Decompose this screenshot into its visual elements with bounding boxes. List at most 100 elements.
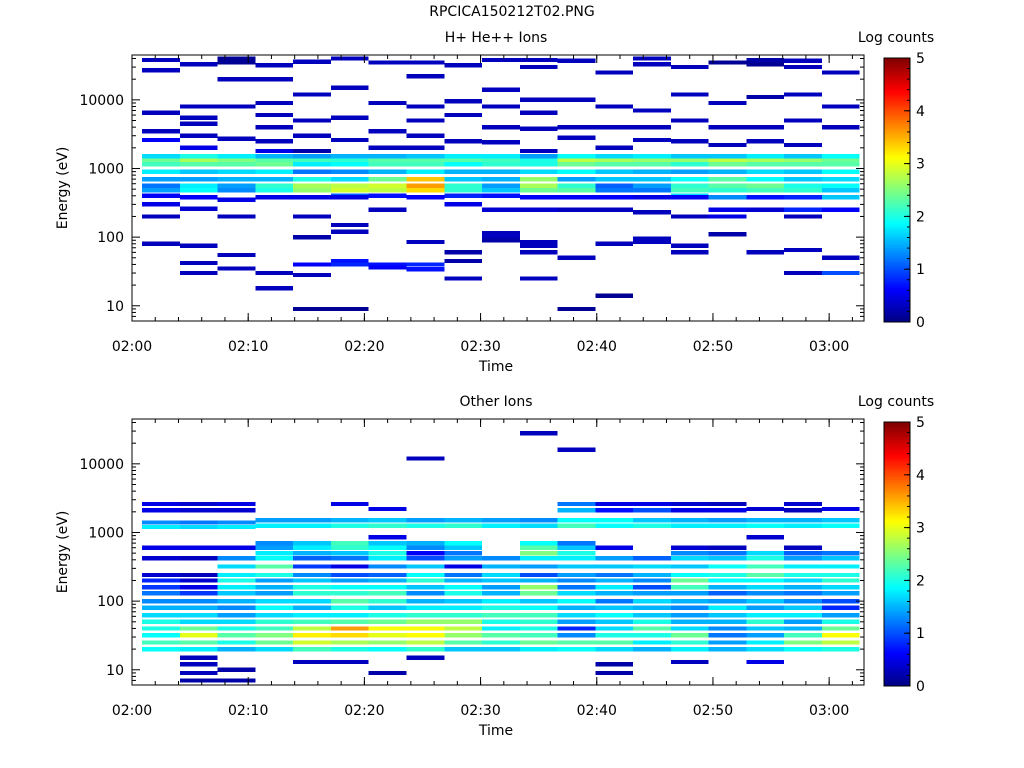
heatmap-cell [179, 613, 218, 618]
heatmap-cell [708, 501, 747, 507]
heatmap-cell [708, 162, 747, 167]
heatmap-cell [821, 640, 860, 645]
panel2-y-axis-label: Energy (eV) [55, 511, 71, 594]
heatmap-cell [293, 598, 331, 604]
colorbar-segment [884, 128, 910, 132]
heatmap-cell [406, 550, 445, 556]
colorbar-segment [884, 582, 910, 586]
panel1-x-axis-label: Time [478, 359, 513, 375]
heatmap-cell [633, 176, 671, 182]
colorbar-segment [884, 525, 910, 529]
heatmap-cell [482, 572, 520, 578]
heatmap-cell [444, 591, 483, 596]
heatmap-cell [406, 195, 445, 200]
heatmap-cell [519, 523, 558, 528]
heatmap-cell [217, 667, 256, 672]
heatmap-cell [406, 591, 445, 596]
heatmap-cell [179, 188, 218, 193]
colorbar-segment [884, 278, 910, 281]
heatmap-cell [784, 92, 822, 97]
heatmap-cell [670, 188, 709, 193]
heatmap-cell [670, 154, 709, 159]
heatmap-cell [179, 62, 218, 67]
x-tick-label: 02:10 [228, 339, 268, 355]
heatmap-cell [406, 632, 445, 638]
colorbar-segment [884, 97, 910, 101]
heatmap-cell [821, 70, 860, 75]
heatmap-cell [293, 584, 331, 590]
y-tick-label: 10000 [79, 457, 124, 473]
colorbar-segment [884, 580, 910, 584]
heatmap-cell [557, 183, 596, 188]
colorbar-segment [884, 126, 910, 129]
heatmap-cell [595, 518, 634, 523]
heatmap-cell [406, 133, 445, 138]
heatmap-cell [633, 578, 671, 583]
heatmap-cell [179, 176, 218, 182]
heatmap-cell [821, 125, 860, 130]
heatmap-cell [519, 540, 558, 546]
heatmap-cell [821, 162, 860, 167]
heatmap-cell [595, 584, 634, 590]
heatmap-cell [821, 255, 860, 260]
colorbar-segment [884, 452, 910, 456]
colorbar-segment [884, 494, 910, 498]
heatmap-cell [708, 508, 747, 513]
heatmap-cell [293, 626, 331, 631]
heatmap-cell [595, 556, 634, 561]
heatmap-cell [142, 57, 180, 63]
heatmap-cell [670, 183, 709, 188]
heatmap-cell [633, 613, 671, 618]
colorbar-segment [884, 573, 910, 577]
colorbar-segment [884, 165, 910, 169]
heatmap-cell [821, 564, 860, 569]
colorbar-segment [884, 80, 910, 83]
panel2-plot-frame [131, 418, 865, 686]
heatmap-cell [293, 619, 331, 624]
heatmap-cell [595, 104, 634, 109]
colorbar-segment [884, 300, 910, 303]
heatmap-cell [368, 183, 407, 188]
colorbar-segment [884, 446, 910, 449]
heatmap-cell [368, 506, 407, 512]
heatmap-cell [368, 626, 407, 631]
heatmap-cell [557, 598, 596, 604]
colorbar-segment [884, 190, 910, 193]
x-tick-label: 02:20 [344, 339, 384, 355]
colorbar-segment [884, 295, 910, 299]
heatmap-cell [368, 265, 407, 270]
heatmap-cell [595, 207, 634, 212]
heatmap-cell [670, 619, 709, 624]
colorbar-segment [884, 661, 910, 665]
heatmap-cell [519, 183, 558, 188]
colorbar-segment [884, 457, 910, 460]
heatmap-cell [784, 169, 822, 174]
heatmap-cell [179, 183, 218, 188]
heatmap-cell [519, 632, 558, 638]
heatmap-cell [142, 640, 180, 645]
heatmap-cell [293, 176, 331, 182]
heatmap-cell [368, 619, 407, 624]
heatmap-cell [633, 584, 671, 590]
heatmap-cell [670, 659, 709, 665]
colorbar-segment [884, 450, 910, 454]
heatmap-cell [595, 598, 634, 604]
colorbar-segment [884, 181, 910, 184]
heatmap-cell [519, 646, 558, 652]
heatmap-cell [330, 626, 369, 631]
colorbar-segment [884, 448, 910, 452]
colorbar-segment [884, 108, 910, 112]
heatmap-cell [217, 56, 256, 61]
heatmap-cell [293, 545, 331, 550]
heatmap-cell [482, 169, 520, 174]
heatmap-cell [670, 523, 709, 528]
colorbar-segment [884, 622, 910, 625]
colorbar-segment [884, 130, 910, 134]
panel1-y-axis: 10 100 1000 10000 [79, 58, 864, 322]
heatmap-cell [217, 176, 256, 182]
heatmap-cell [179, 243, 218, 248]
heatmap-cell [444, 564, 483, 569]
heatmap-cell [708, 188, 747, 193]
heatmap-cell [595, 70, 634, 75]
heatmap-cell [708, 176, 747, 182]
